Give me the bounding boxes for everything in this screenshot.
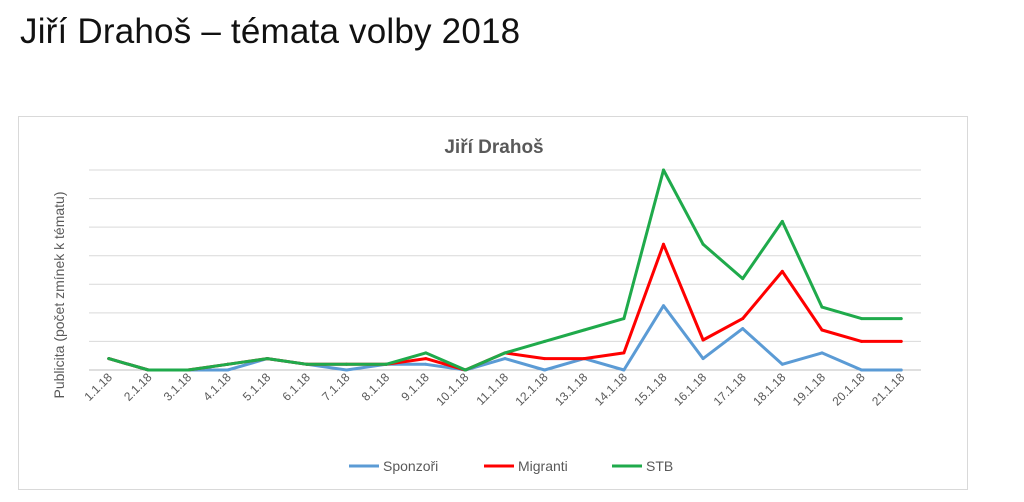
data-point (622, 368, 626, 372)
data-point (503, 357, 507, 361)
data-point (226, 362, 230, 366)
chart-title: Jiří Drahoš (444, 137, 543, 158)
x-tick-label: 8.1.18 (359, 370, 393, 404)
data-point (424, 351, 428, 355)
x-tick-label: 5.1.18 (240, 370, 274, 404)
x-tick-label: 20.1.18 (829, 370, 867, 408)
data-point (265, 357, 269, 361)
data-point (543, 357, 547, 361)
x-tick-label: 6.1.18 (280, 370, 314, 404)
data-point (345, 368, 349, 372)
data-point (424, 362, 428, 366)
data-point (107, 357, 111, 361)
x-tick-label: 9.1.18 (398, 370, 432, 404)
data-point (780, 362, 784, 366)
data-point (661, 168, 665, 172)
data-point (463, 368, 467, 372)
x-tick-label: 2.1.18 (121, 370, 155, 404)
legend-label: Sponzoři (383, 458, 438, 474)
data-point (582, 357, 586, 361)
data-point (582, 328, 586, 332)
x-tick-label: 13.1.18 (552, 370, 590, 408)
data-point (701, 357, 705, 361)
x-tick-label: 3.1.18 (161, 370, 195, 404)
line-chart: Jiří Drahoš Publicita (počet zmínek k tém… (51, 137, 921, 474)
x-tick-label: 4.1.18 (200, 370, 234, 404)
data-point (860, 368, 864, 372)
data-point (899, 317, 903, 321)
data-point (820, 351, 824, 355)
data-point (345, 362, 349, 366)
x-tick-label: 19.1.18 (790, 370, 828, 408)
data-point (741, 327, 745, 331)
data-point (860, 317, 864, 321)
data-point (701, 242, 705, 246)
data-point (780, 219, 784, 223)
y-axis-label: Publicita (počet zmínek k tématu) (51, 192, 67, 399)
data-point (384, 362, 388, 366)
x-tick-label: 10.1.18 (433, 370, 471, 408)
data-point (622, 317, 626, 321)
data-point (820, 305, 824, 309)
data-point (503, 351, 507, 355)
data-point (622, 351, 626, 355)
data-point (741, 277, 745, 281)
data-point (543, 368, 547, 372)
x-tick-label: 17.1.18 (711, 370, 749, 408)
data-point (424, 357, 428, 361)
x-tick-label: 11.1.18 (474, 370, 512, 408)
data-point (860, 339, 864, 343)
data-point (661, 304, 665, 308)
data-point (661, 242, 665, 246)
data-point (780, 269, 784, 273)
legend-label: STB (646, 458, 673, 474)
x-tick-label: 15.1.18 (631, 370, 669, 408)
data-point (899, 339, 903, 343)
series-line-sponzoři (107, 304, 903, 372)
data-point (820, 328, 824, 332)
x-tick-label: 7.1.18 (319, 370, 353, 404)
data-point (543, 339, 547, 343)
chart-frame: Jiří Drahoš Publicita (počet zmínek k tém… (18, 116, 968, 490)
data-point (146, 368, 150, 372)
data-point (899, 368, 903, 372)
data-point (226, 368, 230, 372)
x-tick-label: 12.1.18 (513, 370, 551, 408)
slide-title: Jiří Drahoš – témata volby 2018 (20, 12, 521, 51)
x-tick-label: 1.1.18 (81, 370, 115, 404)
data-point (186, 368, 190, 372)
data-point (305, 362, 309, 366)
legend-label: Migranti (518, 458, 568, 474)
x-tick-label: 21.1.18 (869, 370, 907, 408)
x-tick-label: 16.1.18 (671, 370, 709, 408)
x-tick-label: 14.1.18 (592, 370, 630, 408)
data-point (741, 317, 745, 321)
data-point (701, 338, 705, 342)
series-line-migranti (107, 242, 903, 372)
x-tick-label: 18.1.18 (750, 370, 788, 408)
